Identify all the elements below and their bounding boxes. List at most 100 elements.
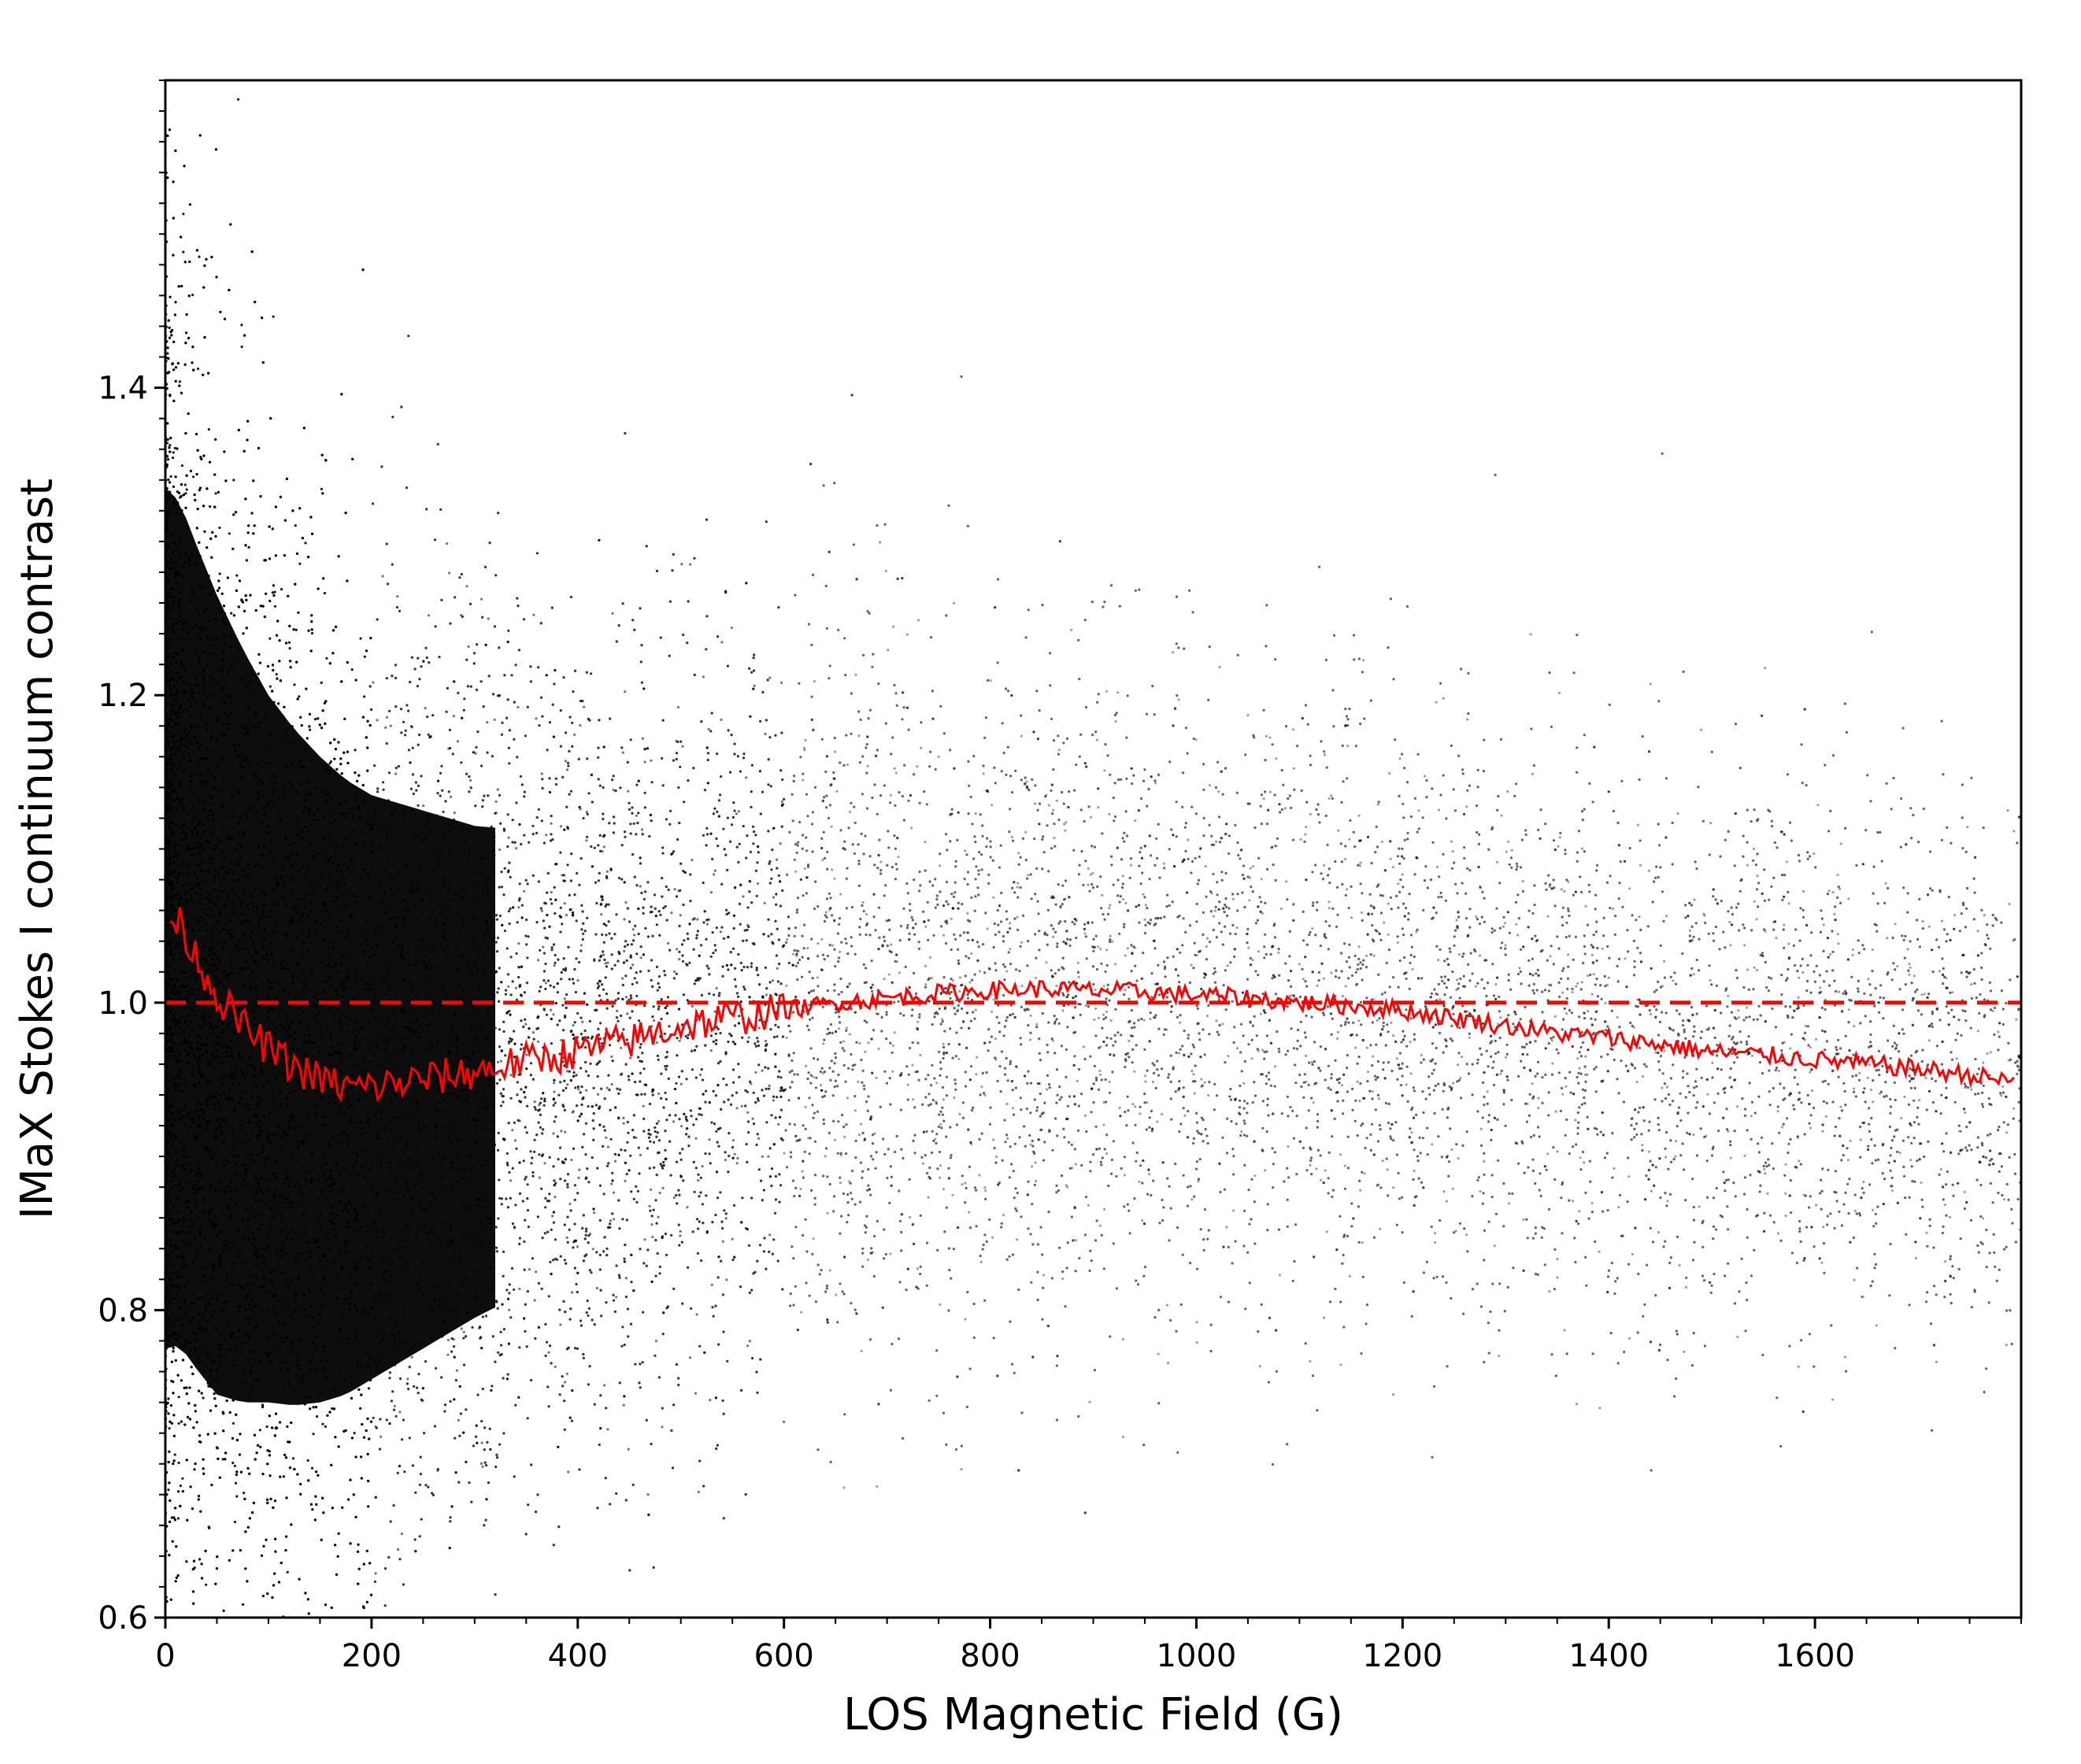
scatter-point (804, 738, 807, 742)
scatter-point (1743, 944, 1746, 947)
scatter-point (1002, 1213, 1005, 1217)
scatter-point (1348, 838, 1351, 841)
scatter-point (537, 959, 540, 962)
scatter-point (1278, 1274, 1281, 1277)
scatter-point (565, 1236, 568, 1239)
scatter-point (1020, 734, 1023, 738)
scatter-point (1802, 1193, 1805, 1196)
scatter-point (272, 315, 275, 318)
scatter-point (1070, 628, 1073, 631)
scatter-point (1105, 949, 1109, 952)
scatter-point (509, 1179, 513, 1182)
scatter-point (583, 705, 586, 708)
scatter-point (1387, 933, 1390, 936)
scatter-point (1213, 909, 1216, 912)
scatter-point (1455, 919, 1458, 922)
scatter-point (410, 1355, 413, 1359)
scatter-point (1657, 1230, 1660, 1234)
scatter-point (171, 457, 175, 460)
scatter-point (1571, 991, 1574, 994)
scatter-point (1009, 948, 1012, 951)
scatter-point (1359, 861, 1362, 864)
scatter-point (639, 1153, 642, 1156)
scatter-point (1553, 1015, 1557, 1018)
scatter-point (1204, 864, 1207, 868)
scatter-point (661, 1186, 665, 1189)
scatter-point (1087, 883, 1090, 886)
scatter-point (1483, 1159, 1486, 1163)
scatter-point (731, 1237, 734, 1241)
scatter-point (1813, 852, 1816, 856)
scatter-point (1047, 804, 1051, 807)
scatter-point (709, 1399, 712, 1402)
scatter-point (626, 1012, 629, 1015)
scatter-point (824, 1155, 827, 1158)
scatter-point (821, 858, 824, 862)
scatter-point (1583, 1161, 1586, 1164)
scatter-point (1388, 771, 1391, 775)
scatter-point (294, 524, 297, 527)
scatter-point (1108, 812, 1111, 815)
scatter-point (1268, 790, 1272, 793)
scatter-point (1434, 1232, 1437, 1235)
scatter-point (1632, 1026, 1635, 1029)
scatter-point (1162, 862, 1165, 865)
scatter-point (1900, 1116, 1903, 1120)
scatter-point (1549, 955, 1552, 958)
scatter-point (1392, 1186, 1395, 1189)
scatter-point (1839, 842, 1842, 845)
scatter-point (1354, 1046, 1357, 1049)
scatter-point (768, 1084, 771, 1087)
scatter-point (1065, 1185, 1069, 1189)
scatter-point (1598, 1407, 1601, 1410)
scatter-point (1016, 915, 1019, 919)
scatter-point (1500, 814, 1503, 817)
scatter-point (585, 811, 589, 814)
scatter-point (970, 1142, 973, 1146)
scatter-point (565, 768, 569, 771)
scatter-point (291, 1457, 295, 1460)
scatter-point (427, 614, 431, 617)
scatter-point (676, 705, 680, 709)
scatter-point (1737, 1009, 1740, 1012)
scatter-point (1997, 1030, 2000, 1034)
scatter-point (650, 759, 653, 762)
scatter-point (579, 808, 582, 811)
scatter-point (176, 1517, 180, 1520)
scatter-point (1123, 1174, 1126, 1177)
scatter-point (688, 1356, 692, 1359)
scatter-point (1231, 897, 1235, 900)
scatter-point (610, 1182, 613, 1185)
scatter-point (1711, 1061, 1714, 1064)
scatter-point (1417, 809, 1420, 812)
scatter-point (359, 637, 362, 640)
scatter-point (1627, 1175, 1631, 1178)
scatter-point (535, 717, 538, 720)
scatter-point (867, 1041, 870, 1045)
scatter-point (591, 1248, 594, 1251)
scatter-point (321, 1422, 324, 1426)
scatter-point (422, 804, 425, 808)
scatter-point (1750, 1054, 1754, 1057)
scatter-point (1753, 900, 1756, 903)
scatter-point (813, 680, 816, 683)
scatter-point (627, 790, 630, 793)
scatter-point (621, 977, 624, 980)
scatter-point (1205, 945, 1208, 948)
scatter-point (324, 1425, 327, 1428)
scatter-point (1083, 1114, 1087, 1117)
scatter-point (710, 1283, 713, 1286)
scatter-point (680, 1125, 683, 1128)
scatter-point (603, 1384, 606, 1387)
scatter-point (620, 1046, 623, 1049)
scatter-point (1203, 1081, 1206, 1084)
scatter-point (1822, 1226, 1825, 1229)
scatter-point (920, 746, 923, 750)
scatter-point (2012, 1107, 2016, 1110)
scatter-point (1365, 1046, 1368, 1049)
scatter-point (801, 1170, 804, 1173)
scatter-point (231, 1422, 235, 1425)
scatter-point (1970, 983, 1973, 986)
scatter-point (1787, 942, 1790, 945)
scatter-point (1982, 1061, 1985, 1064)
